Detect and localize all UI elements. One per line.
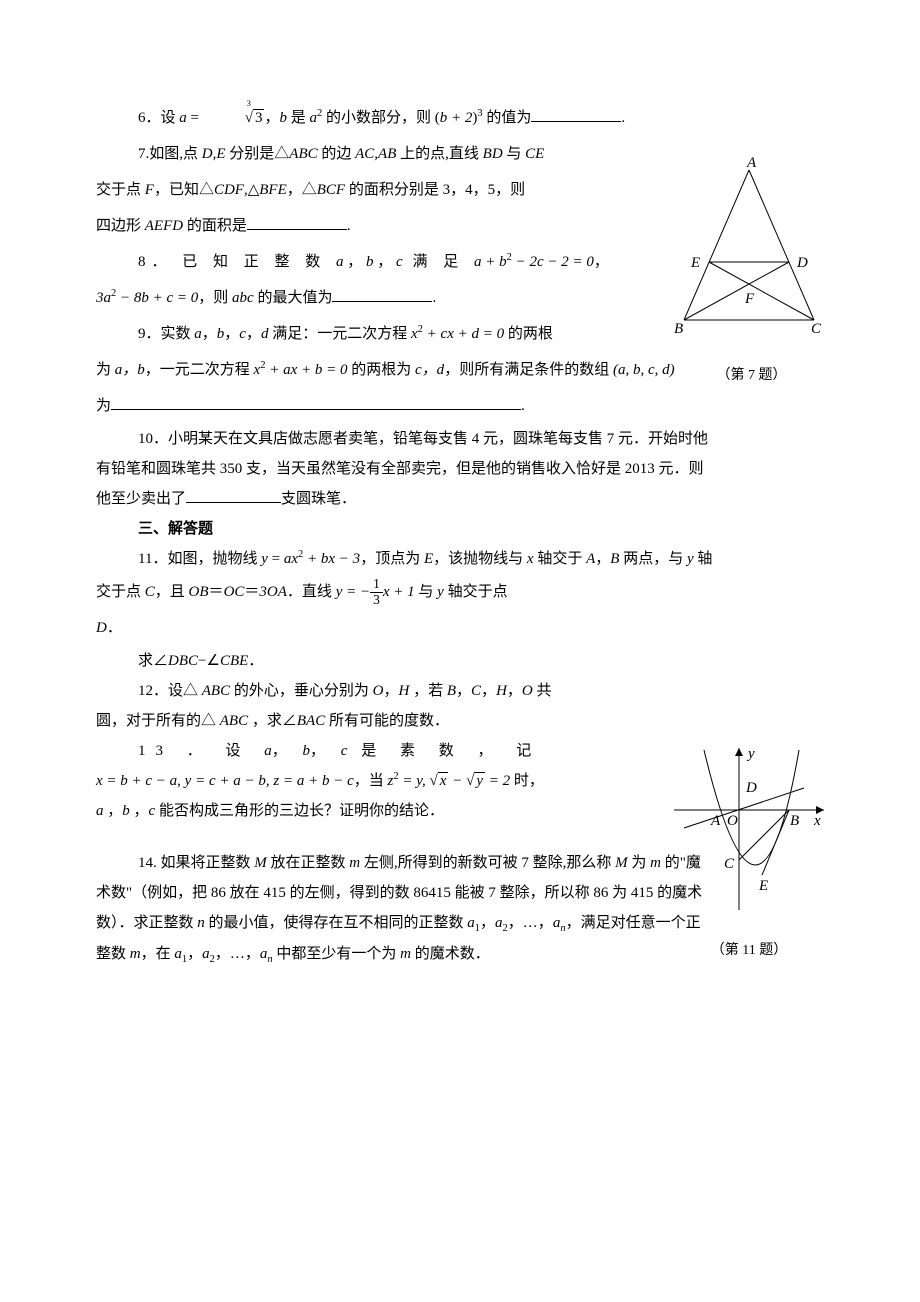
question-9-line3: 为. [96,388,824,424]
question-10-line3: 他至少卖出了支圆珠笔． [96,484,824,514]
question-10-line2: 有铅笔和圆珠笔共 350 支，当天虽然笔没有全部卖完，但是他的销售收入恰好是 2… [96,454,824,484]
svg-text:x: x [813,813,821,829]
svg-text:D: D [796,255,808,271]
svg-text:E: E [758,878,768,894]
question-10: 10．小明某天在文具店做志愿者卖笔，铅笔每支售 4 元，圆珠笔每支售 7 元．开… [96,424,824,454]
svg-text:A: A [746,155,757,171]
svg-text:E: E [690,255,700,271]
svg-text:D: D [745,780,757,796]
svg-text:C: C [811,321,822,337]
svg-text:A: A [710,813,721,829]
svg-text:B: B [674,321,683,337]
question-11: 11．如图，抛物线 y = ax2 + bx − 3，顶点为 E，该抛物线与 x… [96,544,824,574]
svg-text:F: F [744,291,755,307]
figure-11-svg: A B C D E O x y [664,740,834,920]
svg-text:C: C [724,856,735,872]
svg-text:O: O [727,813,738,829]
figure-7-svg: A B C D E F [669,155,834,345]
question-6: 6．设 a = 3√3，b 是 a2 的小数部分，则 (b + 2)3 的值为. [96,100,824,136]
svg-text:B: B [790,813,799,829]
figure-7: A B C D E F （第 7 题） [669,155,834,393]
figure-11: A B C D E O x y （第 11 题） [664,740,834,968]
svg-text:y: y [746,746,755,762]
section-3-heading: 三、解答题 [96,514,824,544]
